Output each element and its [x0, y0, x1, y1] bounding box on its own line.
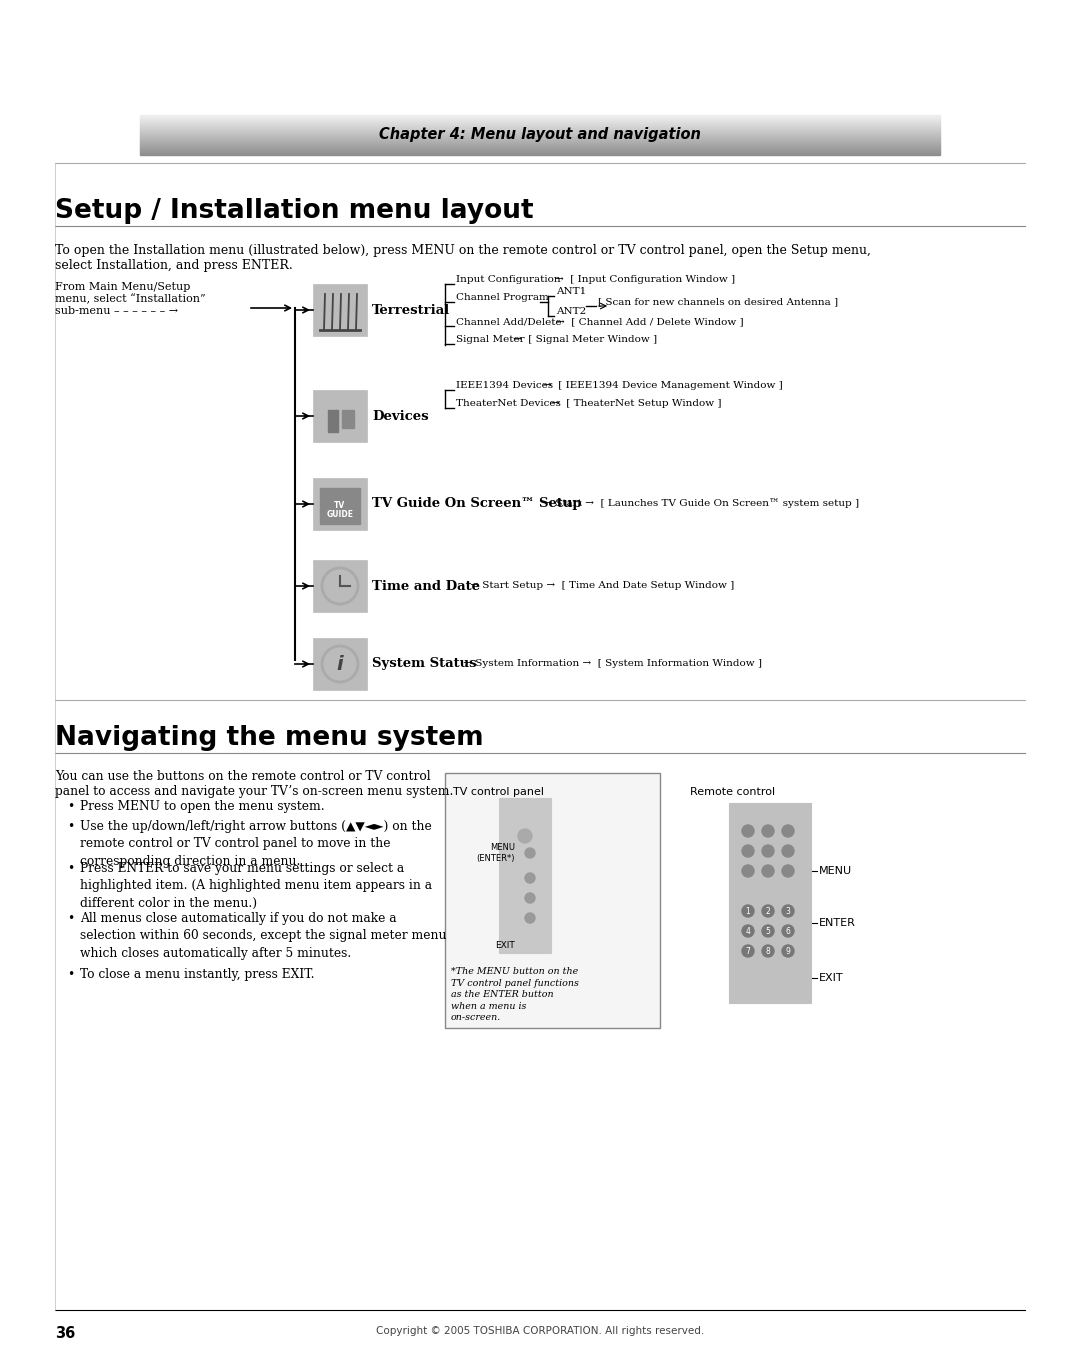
Text: 7: 7: [745, 946, 751, 956]
Text: Signal Meter: Signal Meter: [456, 336, 525, 345]
Circle shape: [742, 905, 754, 917]
Text: ENTER: ENTER: [819, 918, 855, 927]
Circle shape: [762, 925, 774, 937]
Text: 4: 4: [745, 926, 751, 936]
Text: →  [ IEEE1394 Device Management Window ]: → [ IEEE1394 Device Management Window ]: [543, 381, 783, 391]
Text: Copyright © 2005 TOSHIBA CORPORATION. All rights reserved.: Copyright © 2005 TOSHIBA CORPORATION. Al…: [376, 1326, 704, 1336]
Bar: [729, 803, 811, 1003]
Text: Devices: Devices: [372, 410, 429, 422]
Text: •: •: [67, 968, 75, 981]
Circle shape: [782, 905, 794, 917]
Text: EXIT: EXIT: [496, 941, 515, 949]
Circle shape: [762, 865, 774, 878]
Text: TV
GUIDE: TV GUIDE: [326, 500, 353, 519]
Text: TV control panel: TV control panel: [453, 787, 544, 797]
Text: 6: 6: [785, 926, 791, 936]
Text: EXIT: EXIT: [819, 973, 843, 983]
Text: Chapter 4: Menu layout and navigation: Chapter 4: Menu layout and navigation: [379, 128, 701, 143]
Text: → System Information →  [ System Information Window ]: → System Information → [ System Informat…: [460, 659, 762, 667]
Circle shape: [742, 925, 754, 937]
Circle shape: [782, 865, 794, 878]
Text: •: •: [67, 820, 75, 833]
Text: Press MENU to open the menu system.: Press MENU to open the menu system.: [80, 799, 325, 813]
Circle shape: [782, 945, 794, 957]
Bar: [313, 479, 367, 530]
Text: Input Configuration: Input Configuration: [456, 275, 561, 284]
Text: Terrestrial: Terrestrial: [372, 303, 450, 317]
Circle shape: [762, 905, 774, 917]
Text: → Start Setup →  [ Time And Date Setup Window ]: → Start Setup → [ Time And Date Setup Wi…: [467, 581, 734, 589]
Bar: [445, 772, 660, 1029]
Text: Channel Add/Delete: Channel Add/Delete: [456, 318, 562, 326]
Text: To close a menu instantly, press EXIT.: To close a menu instantly, press EXIT.: [80, 968, 314, 981]
Text: 36: 36: [55, 1326, 76, 1341]
Text: MENU: MENU: [819, 865, 852, 876]
Circle shape: [762, 825, 774, 837]
Circle shape: [782, 925, 794, 937]
Text: To open the Installation menu (illustrated below), press MENU on the remote cont: To open the Installation menu (illustrat…: [55, 244, 870, 272]
Text: 3: 3: [785, 906, 791, 915]
Text: 2: 2: [766, 906, 770, 915]
Circle shape: [742, 825, 754, 837]
Circle shape: [742, 845, 754, 857]
Circle shape: [525, 892, 535, 903]
Text: 8: 8: [766, 946, 770, 956]
Circle shape: [782, 825, 794, 837]
Bar: [499, 798, 551, 953]
Text: *The MENU button on the
TV control panel functions
as the ENTER button
when a me: *The MENU button on the TV control panel…: [451, 968, 579, 1022]
Text: You can use the buttons on the remote control or TV control
panel to access and : You can use the buttons on the remote co…: [55, 770, 454, 798]
Circle shape: [762, 845, 774, 857]
Bar: [313, 284, 367, 336]
Text: sub-menu – – – – – – →: sub-menu – – – – – – →: [55, 306, 178, 315]
Circle shape: [742, 945, 754, 957]
Text: → Start →  [ Launches TV Guide On Screen™ system setup ]: → Start → [ Launches TV Guide On Screen™…: [540, 499, 859, 508]
Bar: [342, 410, 354, 429]
Circle shape: [742, 865, 754, 878]
Text: MENU
(ENTER*): MENU (ENTER*): [476, 844, 515, 863]
Text: →  [ TheaterNet Setup Window ]: → [ TheaterNet Setup Window ]: [551, 399, 721, 408]
Text: Remote control: Remote control: [690, 787, 775, 797]
Text: →  [ Signal Meter Window ]: → [ Signal Meter Window ]: [513, 336, 657, 345]
Text: Time and Date: Time and Date: [372, 580, 480, 593]
Text: From Main Menu/Setup: From Main Menu/Setup: [55, 282, 190, 293]
Circle shape: [518, 829, 532, 842]
Text: Setup / Installation menu layout: Setup / Installation menu layout: [55, 198, 534, 224]
Text: IEEE1394 Devices: IEEE1394 Devices: [456, 381, 553, 391]
Text: 1: 1: [745, 906, 751, 915]
Text: Channel Program: Channel Program: [456, 294, 549, 302]
Text: Use the up/down/left/right arrow buttons (▲▼◄►) on the
remote control or TV cont: Use the up/down/left/right arrow buttons…: [80, 820, 432, 868]
Text: Press ENTER to save your menu settings or select a
highlighted item. (A highligh: Press ENTER to save your menu settings o…: [80, 861, 432, 910]
Circle shape: [525, 848, 535, 857]
Text: Navigating the menu system: Navigating the menu system: [55, 725, 484, 751]
Circle shape: [782, 845, 794, 857]
Text: →  [ Input Configuration Window ]: → [ Input Configuration Window ]: [555, 275, 735, 284]
Text: TV Guide On Screen™ Setup: TV Guide On Screen™ Setup: [372, 497, 582, 511]
Circle shape: [525, 913, 535, 923]
Text: ANT1: ANT1: [556, 287, 586, 297]
Bar: [313, 559, 367, 612]
Circle shape: [762, 945, 774, 957]
Bar: [320, 488, 360, 524]
Text: i: i: [337, 655, 343, 674]
Text: •: •: [67, 799, 75, 813]
Text: •: •: [67, 861, 75, 875]
Bar: [313, 638, 367, 690]
Circle shape: [525, 874, 535, 883]
Text: menu, select “Installation”: menu, select “Installation”: [55, 294, 205, 305]
Text: All menus close automatically if you do not make a
selection within 60 seconds, : All menus close automatically if you do …: [80, 913, 446, 960]
Text: ANT2: ANT2: [556, 307, 586, 317]
Text: •: •: [67, 913, 75, 925]
Text: 5: 5: [766, 926, 770, 936]
Text: System Status: System Status: [372, 658, 476, 670]
Text: →  [ Channel Add / Delete Window ]: → [ Channel Add / Delete Window ]: [556, 318, 744, 326]
Text: TheaterNet Devices: TheaterNet Devices: [456, 399, 561, 408]
Bar: [328, 410, 338, 431]
Bar: [313, 390, 367, 442]
Text: 9: 9: [785, 946, 791, 956]
Text: [ Scan for new channels on desired Antenna ]: [ Scan for new channels on desired Anten…: [598, 298, 838, 306]
